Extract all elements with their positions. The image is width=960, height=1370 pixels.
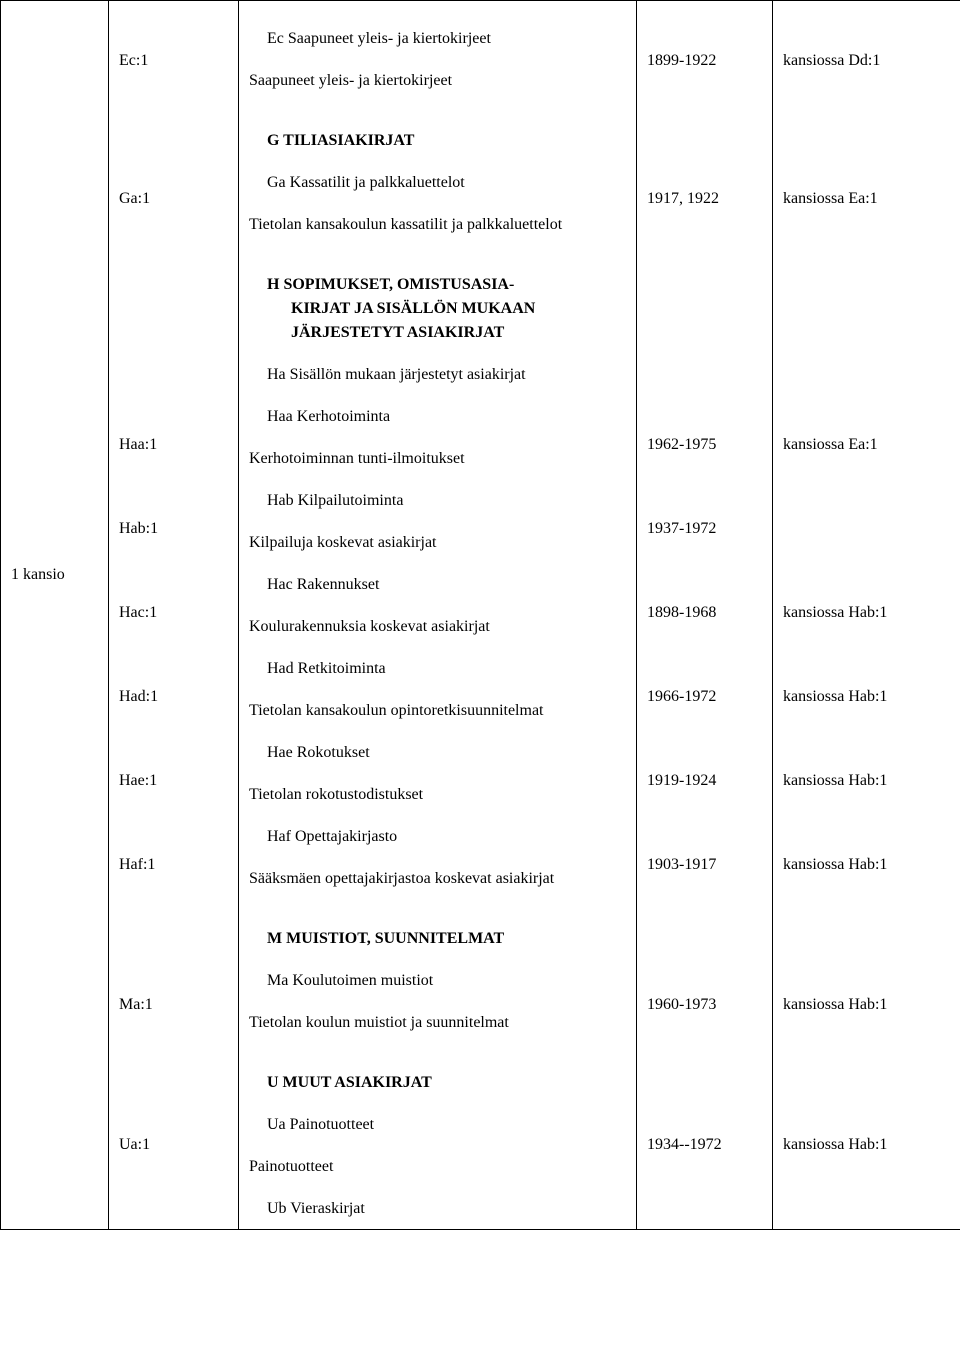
note-hae1: kansiossa Hab:1 xyxy=(783,769,950,793)
code-haf1: Haf:1 xyxy=(119,853,228,877)
note-ua1: kansiossa Hab:1 xyxy=(783,1133,950,1157)
sub-ua: Ua Painotuotteet xyxy=(249,1113,626,1137)
cell-col4: kansiossa Dd:1 kansiossa Ea:1 kansiossa … xyxy=(773,1,960,1230)
note-ga1: kansiossa Ea:1 xyxy=(783,187,950,211)
desc-ec1: Saapuneet yleis- ja kiertokirjeet xyxy=(249,69,626,93)
date-haf1: 1903-1917 xyxy=(647,853,762,877)
date-haa1: 1962-1975 xyxy=(647,433,762,457)
heading-m: M MUISTIOT, SUUNNITELMAT xyxy=(249,927,626,951)
code-ga1: Ga:1 xyxy=(119,187,228,211)
note-hac1: kansiossa Hab:1 xyxy=(783,601,950,625)
note-hab1-empty xyxy=(783,517,950,541)
heading-h-l3: JÄRJESTETYT ASIAKIRJAT xyxy=(249,321,626,345)
heading-u: U MUUT ASIAKIRJAT xyxy=(249,1071,626,1095)
date-ga1: 1917, 1922 xyxy=(647,187,762,211)
sub-ga: Ga Kassatilit ja palkkaluettelot xyxy=(249,171,626,195)
desc-haa1: Kerhotoiminnan tunti-ilmoitukset xyxy=(249,447,626,471)
heading-ec: Ec Saapuneet yleis- ja kiertokirjeet xyxy=(249,27,626,51)
note-haa1: kansiossa Ea:1 xyxy=(783,433,950,457)
desc-ga1: Tietolan kansakoulun kassatilit ja palkk… xyxy=(249,213,626,237)
desc-hae1: Tietolan rokotustodistukset xyxy=(249,783,626,807)
sub-ub: Ub Vieraskirjat xyxy=(249,1197,626,1221)
cell-col2: Ec Saapuneet yleis- ja kiertokirjeet Saa… xyxy=(239,1,637,1230)
table-row: 1 kansio Ec:1 Ga:1 Haa:1 Hab:1 Hac:1 Had… xyxy=(1,1,960,1230)
heading-g: G TILIASIAKIRJAT xyxy=(249,129,626,153)
desc-hab1: Kilpailuja koskevat asiakirjat xyxy=(249,531,626,555)
sub-haa: Haa Kerhotoiminta xyxy=(249,405,626,429)
desc-haf1: Sääksmäen opettajakirjastoa koskevat asi… xyxy=(249,867,626,891)
code-hac1: Hac:1 xyxy=(119,601,228,625)
note-haf1: kansiossa Hab:1 xyxy=(783,853,950,877)
desc-ua1: Painotuotteet xyxy=(249,1155,626,1179)
cell-col1: Ec:1 Ga:1 Haa:1 Hab:1 Hac:1 Had:1 Hae:1 … xyxy=(109,1,239,1230)
heading-h-l2: KIRJAT JA SISÄLLÖN MUKAAN xyxy=(249,297,626,321)
sub-hab: Hab Kilpailutoiminta xyxy=(249,489,626,513)
desc-ma1: Tietolan koulun muistiot ja suunnitelmat xyxy=(249,1011,626,1035)
archive-table: 1 kansio Ec:1 Ga:1 Haa:1 Hab:1 Hac:1 Had… xyxy=(0,0,960,1230)
date-hac1: 1898-1968 xyxy=(647,601,762,625)
code-haa1: Haa:1 xyxy=(119,433,228,457)
code-hae1: Hae:1 xyxy=(119,769,228,793)
date-ma1: 1960-1973 xyxy=(647,993,762,1017)
date-had1: 1966-1972 xyxy=(647,685,762,709)
kansio-label: 1 kansio xyxy=(11,563,98,587)
page: 1 kansio Ec:1 Ga:1 Haa:1 Hab:1 Hac:1 Had… xyxy=(0,0,960,1230)
code-ec1: Ec:1 xyxy=(119,49,228,73)
desc-hac1: Koulurakennuksia koskevat asiakirjat xyxy=(249,615,626,639)
cell-col0: 1 kansio xyxy=(1,1,109,1230)
code-ma1: Ma:1 xyxy=(119,993,228,1017)
heading-h-l1: H SOPIMUKSET, OMISTUSASIA- xyxy=(249,273,626,297)
note-ma1: kansiossa Hab:1 xyxy=(783,993,950,1017)
sub-ha: Ha Sisällön mukaan järjestetyt asiakirja… xyxy=(249,363,626,387)
note-ec1: kansiossa Dd:1 xyxy=(783,49,950,73)
date-ua1: 1934--1972 xyxy=(647,1133,762,1157)
sub-had: Had Retkitoiminta xyxy=(249,657,626,681)
note-had1: kansiossa Hab:1 xyxy=(783,685,950,709)
date-ec1: 1899-1922 xyxy=(647,49,762,73)
desc-had1: Tietolan kansakoulun opintoretkisuunnite… xyxy=(249,699,626,723)
code-had1: Had:1 xyxy=(119,685,228,709)
code-hab1: Hab:1 xyxy=(119,517,228,541)
sub-hae: Hae Rokotukset xyxy=(249,741,626,765)
sub-hac: Hac Rakennukset xyxy=(249,573,626,597)
cell-col3: 1899-1922 1917, 1922 1962-1975 1937-1972… xyxy=(637,1,773,1230)
code-ua1: Ua:1 xyxy=(119,1133,228,1157)
sub-haf: Haf Opettajakirjasto xyxy=(249,825,626,849)
date-hab1: 1937-1972 xyxy=(647,517,762,541)
sub-ma: Ma Koulutoimen muistiot xyxy=(249,969,626,993)
date-hae1: 1919-1924 xyxy=(647,769,762,793)
